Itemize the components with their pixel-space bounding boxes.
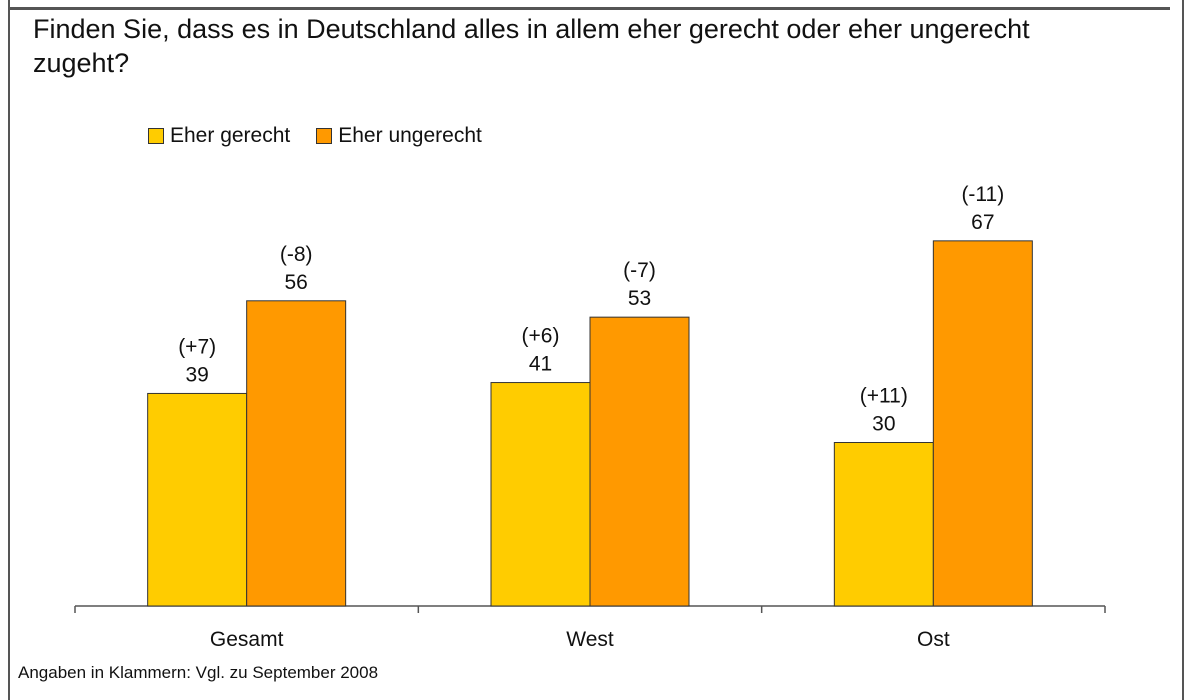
value-label: 53 xyxy=(628,287,651,310)
value-label: 39 xyxy=(185,363,208,386)
legend-label: Eher ungerecht xyxy=(338,124,482,147)
bar-chart: (+7) 39 (-8) 56 Gesamt (+6) 41 (-7) 53 West (+11) 3… xyxy=(74,183,1106,651)
legend-swatch xyxy=(316,128,333,144)
bar-gesamt-0 xyxy=(147,392,248,607)
legend: Eher gerecht Eher ungerecht xyxy=(148,124,482,148)
change-label: (+11) xyxy=(860,385,908,408)
change-label: (+6) xyxy=(522,325,560,348)
value-label: 56 xyxy=(284,271,307,294)
footnote: Angaben in Klammern: Vgl. zu September 2… xyxy=(18,663,379,682)
top-divider xyxy=(10,7,1170,10)
value-label: 41 xyxy=(529,353,552,376)
category-label: Ost xyxy=(917,628,950,651)
legend-label: Eher gerecht xyxy=(170,124,291,147)
chart-frame xyxy=(8,0,1184,700)
bar-ost-1 xyxy=(932,240,1033,607)
value-label: 67 xyxy=(971,211,994,234)
bar-ost-0 xyxy=(833,442,934,607)
bar-west-0 xyxy=(490,382,591,607)
legend-item-eher-ungerecht: Eher ungerecht xyxy=(316,124,482,148)
change-label: (-11) xyxy=(961,183,1004,206)
change-label: (-8) xyxy=(280,243,313,266)
chart-title: Finden Sie, dass es in Deutschland alles… xyxy=(33,14,1030,78)
category-label: West xyxy=(566,628,614,651)
bar-gesamt-1 xyxy=(246,300,347,607)
change-label: (+7) xyxy=(178,335,216,358)
value-label: 30 xyxy=(872,413,895,436)
legend-item-eher-gerecht: Eher gerecht xyxy=(148,124,290,148)
category-label: Gesamt xyxy=(210,628,284,651)
change-label: (-7) xyxy=(623,259,656,282)
bar-west-1 xyxy=(589,316,690,607)
legend-swatch xyxy=(148,128,164,144)
